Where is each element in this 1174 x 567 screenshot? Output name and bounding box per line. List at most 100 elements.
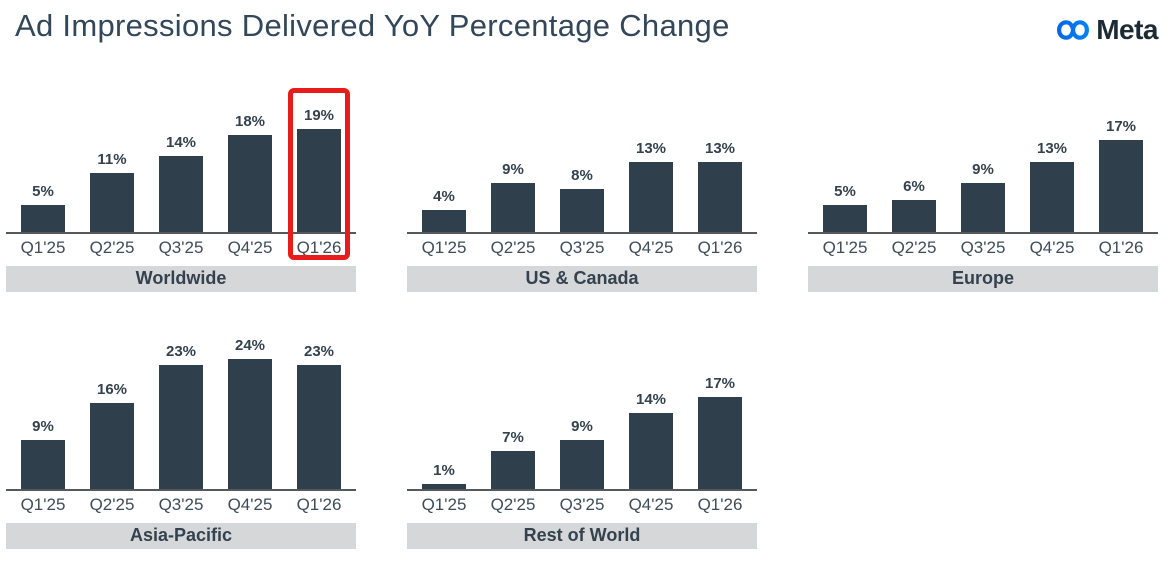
value-label: 9% xyxy=(972,161,994,178)
value-label: 5% xyxy=(834,183,856,200)
bar xyxy=(892,200,936,232)
bar xyxy=(297,129,341,232)
value-label: 19% xyxy=(303,107,335,124)
plot-area: 5% 11% 14% 18% 19% xyxy=(6,92,356,232)
category-label: Q2'25 xyxy=(89,495,135,514)
bar xyxy=(21,440,65,489)
value-label: 13% xyxy=(1036,140,1068,157)
category-label: Q1'25 xyxy=(822,238,868,257)
category-label: Q1'25 xyxy=(421,495,467,514)
region-banner: Worldwide xyxy=(6,266,356,292)
category-labels: Q1'25 Q2'25 Q3'25 Q4'25 Q1'26 xyxy=(6,238,356,258)
value-label: 4% xyxy=(433,188,455,205)
value-label: 14% xyxy=(635,391,667,408)
bar xyxy=(491,451,535,489)
bar xyxy=(629,162,673,232)
bar-group: 1% xyxy=(413,462,475,489)
bar-group: 5% xyxy=(814,183,876,232)
bar-group: 4% xyxy=(413,188,475,232)
value-label: 9% xyxy=(571,418,593,435)
header: Ad Impressions Delivered YoY Percentage … xyxy=(0,0,1174,46)
axis-line xyxy=(808,232,1158,234)
bar-group: 23% xyxy=(288,343,350,489)
page-title: Ad Impressions Delivered YoY Percentage … xyxy=(15,8,730,43)
plot-area: 1% 7% 9% 14% 17% xyxy=(407,334,757,489)
value-label: 14% xyxy=(165,134,197,151)
axis-line xyxy=(6,489,356,491)
category-label: Q2'25 xyxy=(490,495,536,514)
bar xyxy=(698,397,742,489)
bar-group: 11% xyxy=(81,151,143,232)
value-label: 23% xyxy=(165,343,197,360)
bar-group: 23% xyxy=(150,343,212,489)
value-label: 24% xyxy=(234,337,266,354)
axis-line xyxy=(6,232,356,234)
bar xyxy=(560,440,604,489)
category-label: Q3'25 xyxy=(559,238,605,257)
category-label: Q2'25 xyxy=(490,238,536,257)
bar-group: 9% xyxy=(482,161,544,232)
bar xyxy=(629,413,673,489)
chart-worldwide: 5% 11% 14% 18% 19% Q1'25 Q2'25 Q3'25 Q4'25 Q1'26 W… xyxy=(6,88,356,292)
category-labels: Q1'25 Q2'25 Q3'25 Q4'25 Q1'26 xyxy=(6,495,356,515)
value-label: 6% xyxy=(903,178,925,195)
bar xyxy=(1030,162,1074,232)
bar xyxy=(1099,140,1143,232)
bar xyxy=(422,210,466,232)
meta-brand-text: Meta xyxy=(1096,14,1158,45)
chart-rest-of-world: 1% 7% 9% 14% 17% Q1'25 Q2'25 Q3'25 Q4'25 Q1'26 Res… xyxy=(407,334,757,549)
bar-group: 13% xyxy=(1021,140,1083,232)
plot-area: 4% 9% 8% 13% 13% xyxy=(407,92,757,232)
plot-area: 5% 6% 9% 13% 17% xyxy=(808,92,1158,232)
category-label: Q2'25 xyxy=(89,238,135,257)
value-label: 8% xyxy=(571,167,593,184)
region-banner: Asia-Pacific xyxy=(6,523,356,549)
charts-row-2: 9% 16% 23% 24% 23% Q1'25 Q2'25 Q3'25 Q4'25 Q1'26 A… xyxy=(6,334,1174,549)
value-label: 5% xyxy=(32,183,54,200)
bar xyxy=(228,359,272,489)
category-label: Q4'25 xyxy=(628,495,674,514)
bar xyxy=(21,205,65,232)
region-banner: US & Canada xyxy=(407,266,757,292)
bar xyxy=(159,156,203,232)
bar xyxy=(297,365,341,489)
value-label: 13% xyxy=(704,140,736,157)
chart-asia-pacific: 9% 16% 23% 24% 23% Q1'25 Q2'25 Q3'25 Q4'25 Q1'26 A… xyxy=(6,334,356,549)
category-label: Q4'25 xyxy=(1029,238,1075,257)
bar-group: 5% xyxy=(12,183,74,232)
value-label: 18% xyxy=(234,113,266,130)
category-label: Q1'26 xyxy=(697,238,743,257)
bar-group: 19% xyxy=(288,107,350,232)
bar-group: 17% xyxy=(689,375,751,489)
bar xyxy=(228,135,272,232)
bar xyxy=(961,183,1005,232)
bar xyxy=(491,183,535,232)
meta-infinity-icon xyxy=(1057,20,1090,40)
charts-area: 5% 11% 14% 18% 19% Q1'25 Q2'25 Q3'25 Q4'25 Q1'26 W… xyxy=(0,88,1174,549)
bar xyxy=(90,173,134,232)
axis-line xyxy=(407,232,757,234)
category-labels: Q1'25 Q2'25 Q3'25 Q4'25 Q1'26 xyxy=(407,238,757,258)
category-label: Q1'26 xyxy=(697,495,743,514)
category-label: Q1'25 xyxy=(421,238,467,257)
category-label: Q4'25 xyxy=(628,238,674,257)
value-label: 13% xyxy=(635,140,667,157)
category-label: Q4'25 xyxy=(227,495,273,514)
value-label: 1% xyxy=(433,462,455,479)
category-label: Q3'25 xyxy=(158,495,204,514)
category-label: Q1'25 xyxy=(20,238,66,257)
bar-group: 16% xyxy=(81,381,143,489)
axis-line xyxy=(407,489,757,491)
bar-group: 13% xyxy=(620,140,682,232)
category-label: Q4'25 xyxy=(227,238,273,257)
category-label: Q1'26 xyxy=(296,238,342,257)
bar xyxy=(698,162,742,232)
bar-group: 24% xyxy=(219,337,281,489)
value-label: 11% xyxy=(97,151,127,168)
value-label: 9% xyxy=(502,161,524,178)
bar-group: 13% xyxy=(689,140,751,232)
bar-group: 14% xyxy=(150,134,212,232)
category-label: Q3'25 xyxy=(559,495,605,514)
bar-group: 17% xyxy=(1090,118,1152,232)
